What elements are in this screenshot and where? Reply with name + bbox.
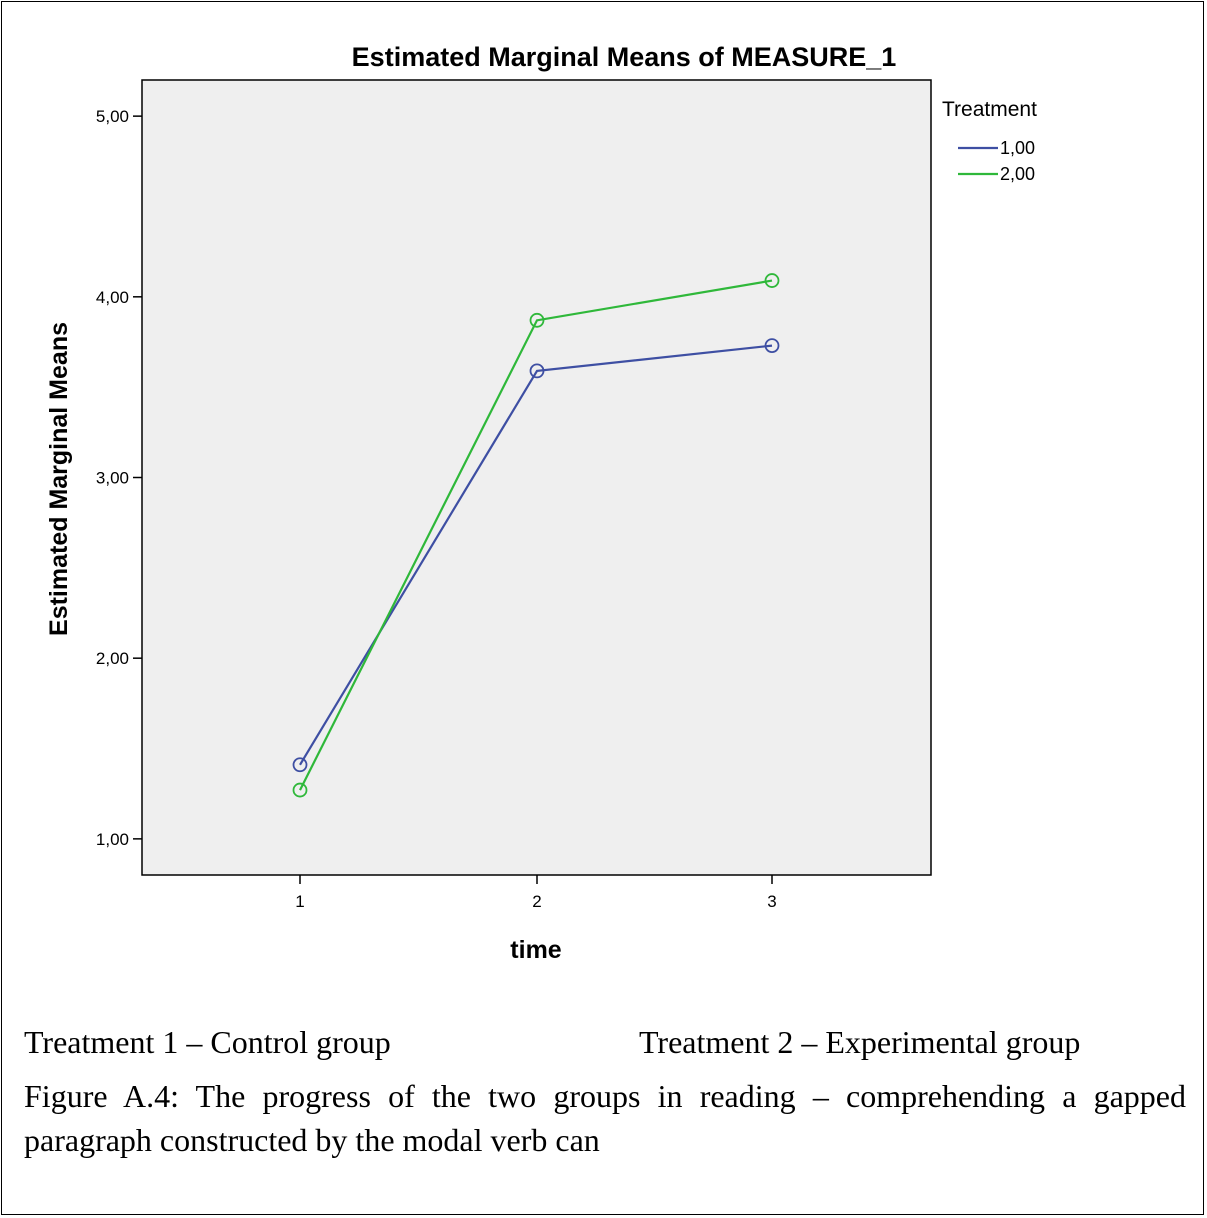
- x-tick-label: 3: [767, 892, 776, 911]
- y-tick-label: 1,00: [96, 830, 129, 849]
- line-chart: Estimated Marginal Means of MEASURE_1 1,…: [45, 42, 1037, 964]
- y-tick-label: 3,00: [96, 469, 129, 488]
- legend-title: Treatment: [942, 98, 1037, 121]
- x-tick-label: 1: [295, 892, 304, 911]
- legend-label: 1,00: [1000, 138, 1035, 158]
- series-group: [292, 273, 780, 798]
- legend-label: 2,00: [1000, 164, 1035, 184]
- legend: Treatment 1,00 2,00: [942, 98, 1037, 184]
- y-tick-label: 2,00: [96, 649, 129, 668]
- treatment-1-caption: Treatment 1 – Control group: [24, 1024, 391, 1060]
- data-point: [292, 782, 308, 798]
- data-point: [529, 363, 545, 379]
- y-axis-title: Estimated Marginal Means: [45, 322, 73, 636]
- series-line-2: [299, 279, 773, 791]
- y-axis: 1,00 2,00 3,00 4,00 5,00: [96, 107, 142, 849]
- x-axis: 1 2 3: [295, 875, 777, 911]
- data-point: [764, 338, 780, 354]
- data-point: [764, 273, 780, 288]
- plot-area: [141, 79, 932, 876]
- data-point: [529, 312, 545, 328]
- x-tick-label: 2: [532, 892, 541, 911]
- chart-title: Estimated Marginal Means of MEASURE_1: [352, 42, 897, 72]
- x-axis-title: time: [510, 936, 562, 964]
- y-tick-label: 4,00: [96, 288, 129, 307]
- data-point: [292, 757, 308, 773]
- y-tick-label: 5,00: [96, 107, 129, 126]
- treatment-2-caption: Treatment 2 – Experimental group: [639, 1024, 1081, 1060]
- figure-caption: Figure A.4: The progress of the two grou…: [24, 1078, 1186, 1158]
